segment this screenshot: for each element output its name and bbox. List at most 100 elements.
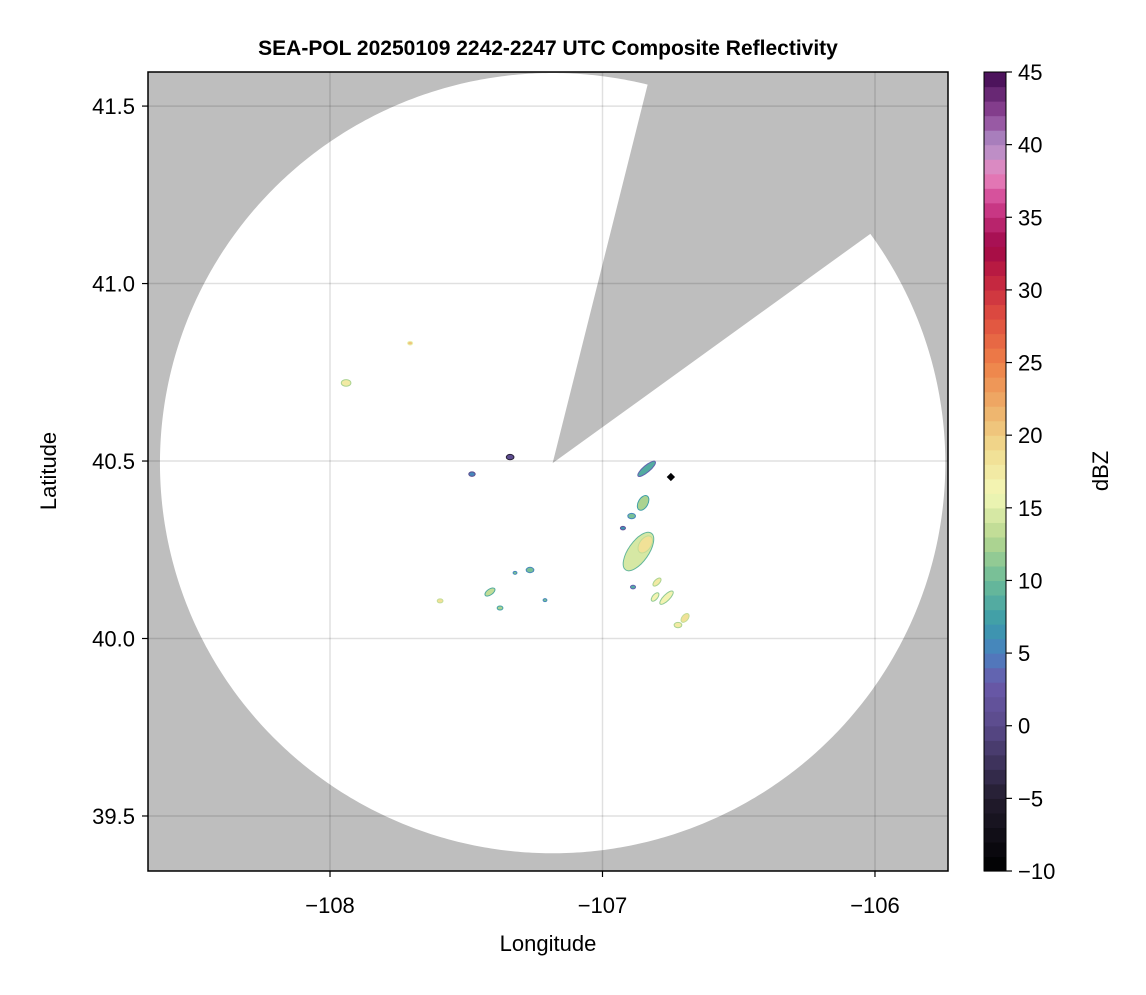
plot-area: [147, 71, 949, 872]
colorbar-swatch: [984, 130, 1006, 146]
colorbar-swatch: [984, 391, 1006, 407]
colorbar-tick-label: 10: [1018, 568, 1042, 593]
colorbar-swatch: [984, 812, 1006, 829]
colorbar-tick-label: 0: [1018, 714, 1030, 739]
x-tick-label: −106: [850, 893, 900, 918]
colorbar-swatch: [984, 304, 1006, 320]
colorbar-swatch: [984, 115, 1006, 131]
echo-cell: [407, 340, 414, 346]
echo-cell: [542, 598, 548, 603]
y-axis-label: Latitude: [36, 432, 61, 510]
colorbar-swatch: [984, 260, 1006, 276]
colorbar-swatch: [984, 275, 1006, 291]
x-tick-label: −107: [578, 893, 628, 918]
echo-cell: [619, 525, 626, 531]
y-axis: 39.5 40.0 40.5 41.0 41.5: [92, 94, 148, 829]
y-tick-label: 41.5: [92, 94, 135, 119]
colorbar-swatch: [984, 159, 1006, 175]
colorbar-swatch: [984, 86, 1006, 102]
colorbar-swatch: [984, 711, 1006, 727]
colorbar-swatch: [984, 856, 1006, 872]
colorbar-swatch: [984, 682, 1006, 698]
colorbar-swatch: [984, 754, 1006, 770]
echo-cell: [650, 592, 660, 602]
colorbar-tick-label: 30: [1018, 278, 1042, 303]
colorbar-swatch: [984, 653, 1006, 669]
colorbar-swatch: [984, 725, 1006, 741]
colorbar-swatch: [984, 144, 1006, 160]
colorbar-swatch: [984, 507, 1006, 523]
radar-coverage: [159, 73, 946, 854]
colorbar-tick-label: 20: [1018, 423, 1042, 448]
chart-title: SEA-POL 20250109 2242-2247 UTC Composite…: [258, 37, 838, 60]
plot-frame: [147, 71, 949, 872]
colorbar-swatch: [984, 522, 1006, 538]
colorbar-frame: [983, 71, 1007, 872]
colorbar-tick-label: 35: [1018, 205, 1042, 230]
colorbar-swatch: [984, 72, 1006, 88]
colorbar-swatch: [984, 188, 1006, 204]
echo-cell: [637, 460, 656, 477]
echo-cell: [525, 566, 535, 574]
colorbar-swatch: [984, 406, 1006, 422]
echo-cell: [673, 621, 683, 629]
y-tick-label: 41.0: [92, 272, 135, 297]
echo-cell: [637, 535, 654, 554]
echo-cell: [680, 613, 690, 623]
echo-cell: [484, 587, 496, 597]
colorbar-swatch: [984, 217, 1006, 233]
colorbar-swatch: [984, 348, 1006, 364]
colorbar-swatch: [984, 667, 1006, 683]
colorbar-swatch: [984, 435, 1006, 451]
colorbar-swatch: [984, 362, 1006, 378]
colorbar-swatch: [984, 594, 1006, 611]
colorbar-swatch: [984, 551, 1006, 567]
colorbar-tick-label: −10: [1018, 859, 1055, 884]
colorbar-swatch: [984, 841, 1006, 858]
x-axis: −108 −107 −106: [305, 871, 900, 918]
colorbar-swatch: [984, 333, 1006, 349]
echo-cell: [505, 453, 515, 461]
echo-cell: [496, 605, 504, 611]
colorbar-swatch: [984, 318, 1006, 335]
colorbar-swatch: [984, 827, 1006, 843]
echo-cell: [629, 584, 637, 590]
colorbar-swatch: [984, 638, 1006, 654]
echo-cell: [627, 512, 636, 520]
colorbar-swatch: [984, 173, 1006, 189]
colorbar-tick-label: 25: [1018, 351, 1042, 376]
colorbar-swatch: [984, 289, 1006, 306]
colorbar-tick-label: 40: [1018, 133, 1042, 158]
y-tick-label: 40.5: [92, 449, 135, 474]
colorbar-swatch: [984, 478, 1006, 494]
colorbar-swatch: [984, 202, 1006, 218]
colorbar-swatch: [984, 798, 1006, 814]
colorbar-swatch: [984, 609, 1006, 625]
y-tick-label: 40.0: [92, 627, 135, 652]
echo-cell: [636, 495, 650, 511]
plot-content: [148, 72, 948, 871]
y-tick-label: 39.5: [92, 804, 135, 829]
x-axis-label: Longitude: [500, 931, 597, 956]
colorbar-swatch: [984, 565, 1006, 582]
echo-cell: [468, 471, 476, 477]
colorbar: −10 −5 0 5 10 15 20 25 30 35 40 45: [983, 60, 1055, 884]
colorbar-swatch: [984, 464, 1006, 480]
colorbar-tick-label: 5: [1018, 641, 1030, 666]
colorbar-swatch: [984, 449, 1006, 465]
echo-cell: [652, 577, 662, 587]
echo-cell: [659, 590, 674, 605]
colorbar-swatch: [984, 580, 1006, 596]
colorbar-tick-label: −5: [1018, 786, 1043, 811]
colorbar-swatch: [984, 101, 1006, 117]
colorbar-swatch: [984, 624, 1006, 640]
echo-cell: [340, 379, 352, 387]
x-tick-label: −108: [305, 893, 355, 918]
colorbar-swatch: [984, 246, 1006, 262]
colorbar-swatch: [984, 377, 1006, 393]
colorbar-swatch: [984, 420, 1006, 436]
colorbar-label: dBZ: [1088, 451, 1113, 491]
echo-cell: [666, 472, 676, 482]
colorbar-tick-label: 15: [1018, 496, 1042, 521]
